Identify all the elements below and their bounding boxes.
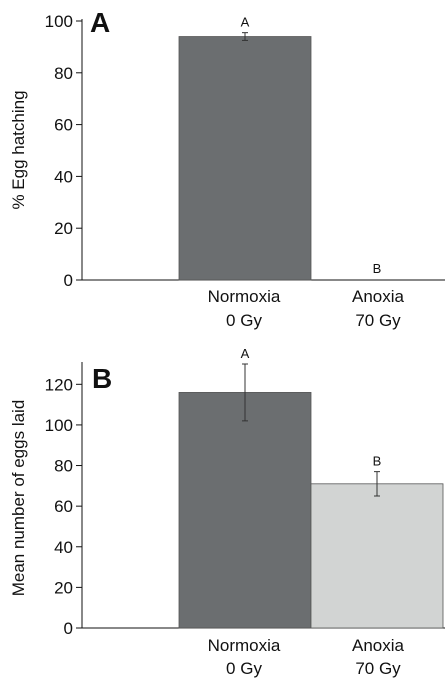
panel-a-y-tick-label: 20: [54, 219, 73, 238]
panel-b-y-tick-label: 20: [54, 578, 73, 597]
panel-b-bar-1: [178, 392, 312, 629]
panel-b-category-1-line2: 0 Gy: [226, 659, 262, 678]
panel-b-category-2-line1: Anoxia: [352, 636, 405, 655]
panel-a-y-tick-label: 80: [54, 64, 73, 83]
panel-b-y-tick-label: 120: [45, 375, 73, 394]
panel-b-category-2-line2: 70 Gy: [355, 659, 401, 678]
panel-a-y-tick-label: 60: [54, 116, 73, 135]
panel-a-y-tick-label: 0: [64, 271, 73, 290]
panel-b: B Mean number of eggs laid 0 20 40 60 80 100 1…: [9, 346, 445, 678]
panel-a-y-axis-title: % Egg hatching: [9, 90, 28, 209]
panel-a-category-1-line1: Normoxia: [208, 287, 281, 306]
panel-a-y-axis: 0 20 40 60 80 100: [45, 12, 445, 290]
panel-a-category-2-line1: Anoxia: [352, 287, 405, 306]
panel-b-label: B: [92, 363, 112, 394]
panel-b-bars: AB: [178, 346, 444, 629]
panel-a-significance-2: B: [373, 261, 382, 276]
panel-a-category-1-line2: 0 Gy: [226, 311, 262, 330]
panel-a-significance-1: A: [241, 15, 250, 30]
panel-b-x-labels: Normoxia 0 Gy Anoxia 70 Gy: [208, 636, 405, 678]
panel-b-y-tick-label: 0: [64, 619, 73, 638]
panel-b-category-1-line1: Normoxia: [208, 636, 281, 655]
panel-a-bars: AB: [178, 15, 382, 281]
panel-b-y-tick-label: 40: [54, 538, 73, 557]
panel-b-y-tick-label: 80: [54, 457, 73, 476]
panel-a-y-tick-label: 40: [54, 167, 73, 186]
panel-a-x-labels: Normoxia 0 Gy Anoxia 70 Gy: [208, 287, 405, 330]
panel-b-significance-2: B: [373, 454, 382, 469]
panel-b-bar-2: [310, 483, 444, 629]
panel-a-y-tick-label: 100: [45, 12, 73, 31]
panel-b-y-tick-label: 60: [54, 497, 73, 516]
panel-a-label: A: [90, 7, 110, 38]
panel-b-y-tick-label: 100: [45, 416, 73, 435]
panel-b-y-axis-title: Mean number of eggs laid: [9, 400, 28, 597]
panel-a-bar-1: [178, 36, 312, 281]
panel-a-category-2-line2: 70 Gy: [355, 311, 401, 330]
panel-b-significance-1: A: [241, 346, 250, 361]
